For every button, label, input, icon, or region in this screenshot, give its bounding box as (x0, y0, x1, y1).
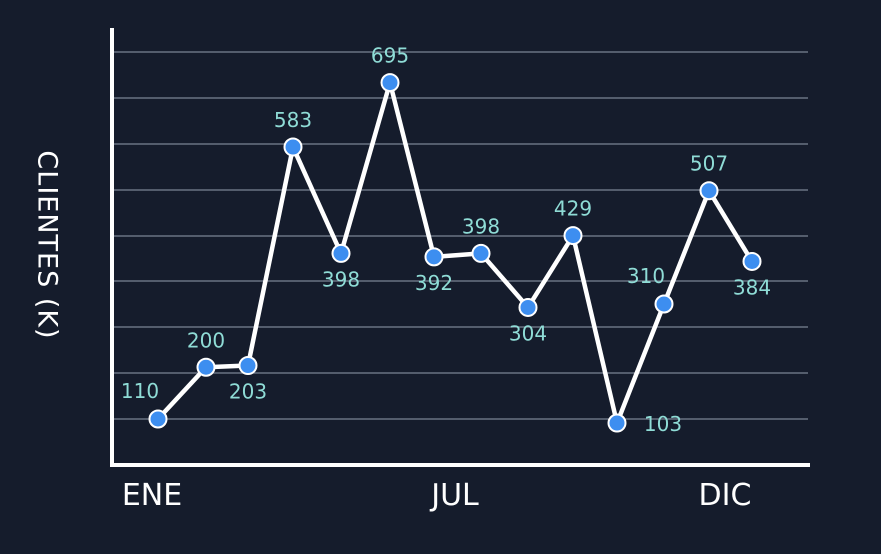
data-point (744, 253, 761, 270)
data-label: 507 (690, 152, 728, 176)
data-label: 203 (229, 380, 267, 404)
x-tick-label: ENE (122, 478, 182, 513)
grid (112, 52, 808, 419)
data-label: 392 (415, 271, 453, 295)
data-label: 304 (509, 321, 547, 345)
y-axis-label: CLIENTES (K) (32, 150, 63, 339)
data-label: 200 (187, 328, 225, 352)
data-point (382, 74, 399, 91)
data-point (198, 359, 215, 376)
data-point (701, 182, 718, 199)
data-label: 429 (554, 197, 592, 221)
data-point (150, 411, 167, 428)
data-point (609, 415, 626, 432)
data-label: 583 (274, 108, 312, 132)
data-label: 110 (121, 379, 159, 403)
x-tick-label: JUL (429, 478, 479, 513)
data-point (240, 357, 257, 374)
data-label: 310 (627, 264, 665, 288)
data-point (565, 227, 582, 244)
data-point (426, 248, 443, 265)
data-point (333, 245, 350, 262)
x-ticks: ENE JUL DIC (122, 478, 752, 513)
data-label: 398 (322, 267, 360, 291)
data-label: 103 (644, 412, 682, 436)
data-point (473, 245, 490, 262)
x-tick-label: DIC (699, 478, 752, 513)
data-label: 695 (371, 44, 409, 68)
data-point (285, 139, 302, 156)
data-point (520, 299, 537, 316)
data-point (656, 296, 673, 313)
series: 110 200 203 583 398 695 392 398 304 429 103 310 507 3… (121, 44, 771, 436)
data-label: 398 (462, 214, 500, 238)
data-label: 384 (733, 275, 771, 299)
